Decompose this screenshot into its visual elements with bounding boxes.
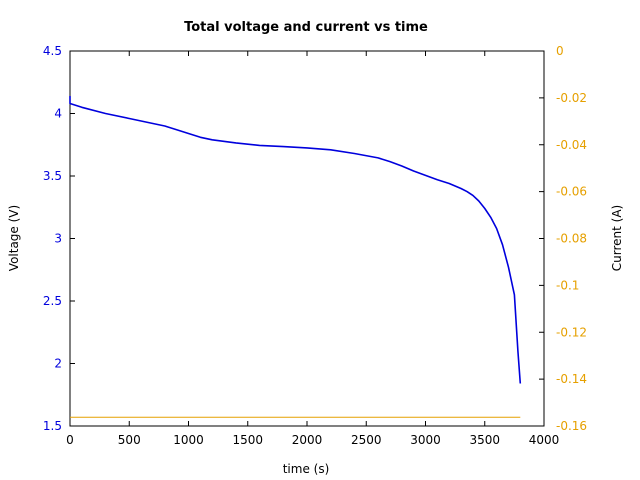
y-left-tick-label: 2.5 <box>43 294 62 308</box>
y-right-tick-label: -0.04 <box>556 138 587 152</box>
x-tick-label: 500 <box>118 433 141 447</box>
y-left-tick-label: 1.5 <box>43 419 62 433</box>
y-right-tick-label: -0.16 <box>556 419 587 433</box>
y-right-tick-label: -0.08 <box>556 232 587 246</box>
y-left-tick-label: 4 <box>54 107 62 121</box>
voltage-series-line <box>69 96 522 384</box>
y-right-tick-label: -0.14 <box>556 372 587 386</box>
x-tick-label: 3500 <box>469 433 500 447</box>
y-axis-right-label: Current (A) <box>610 205 624 271</box>
x-tick-label: 0 <box>66 433 74 447</box>
y-axis-left: 1.5 2 2.5 3 3.5 4 4.5 <box>43 44 75 433</box>
x-axis-label: time (s) <box>283 462 330 476</box>
plot-frame <box>69 50 545 427</box>
y-right-tick-label: -0.12 <box>556 325 587 339</box>
x-tick-label: 1500 <box>232 433 263 447</box>
x-tick-label: 2500 <box>351 433 382 447</box>
y-left-tick-label: 3.5 <box>43 169 62 183</box>
x-tick-label: 4000 <box>529 433 560 447</box>
x-tick-label: 1000 <box>173 433 204 447</box>
y-right-tick-label: -0.06 <box>556 185 587 199</box>
y-left-tick-label: 2 <box>54 357 62 371</box>
chart-title: Total voltage and current vs time <box>184 20 428 35</box>
y-right-tick-label: -0.02 <box>556 91 587 105</box>
x-tick-label: 2000 <box>292 433 323 447</box>
x-tick-label: 3000 <box>410 433 441 447</box>
series-layer <box>69 96 522 418</box>
x-axis: 0 500 1000 1500 2000 2500 3000 3500 4000 <box>66 51 559 447</box>
y-axis-right: 0 -0.02 -0.04 -0.06 -0.08 -0.1 -0.12 -0.14 -0.16 <box>539 44 587 433</box>
y-right-tick-label: -0.1 <box>556 278 579 292</box>
y-left-tick-label: 4.5 <box>43 44 62 58</box>
y-left-tick-label: 3 <box>54 232 62 246</box>
y-right-tick-label: 0 <box>556 44 564 58</box>
y-axis-left-label: Voltage (V) <box>7 205 21 271</box>
